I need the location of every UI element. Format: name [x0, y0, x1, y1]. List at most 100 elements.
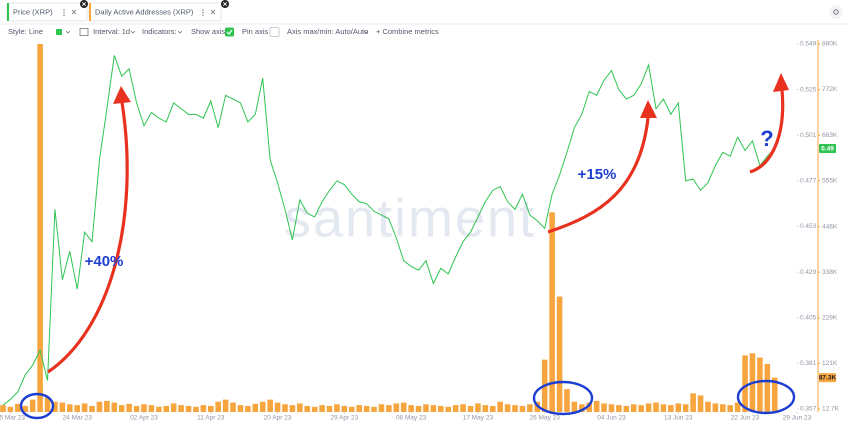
bar	[178, 405, 184, 412]
bar	[549, 212, 555, 412]
y-tick-label: 0.525	[800, 86, 817, 93]
bar	[527, 404, 533, 412]
toolbar-item[interactable]: Show axis	[191, 27, 225, 36]
bar	[289, 405, 296, 412]
bar	[497, 401, 503, 412]
bar	[734, 402, 741, 412]
bar	[445, 406, 452, 412]
y2-tick-label: 772K	[822, 86, 838, 93]
toolbar-item[interactable]: Indicators:	[142, 27, 177, 36]
checkbox[interactable]	[225, 27, 234, 37]
y-tick-label: 0.357	[800, 406, 817, 413]
bar	[185, 405, 192, 412]
bar	[22, 405, 29, 412]
bar	[452, 405, 459, 412]
y2-tick-label: 880K	[822, 41, 838, 48]
bar	[126, 403, 132, 412]
bar	[222, 399, 229, 412]
bar	[586, 402, 593, 412]
y-tick-label: 0.453	[800, 223, 817, 230]
bar	[415, 405, 422, 412]
bar	[341, 405, 348, 412]
x-tick-label: 26 May 23	[530, 415, 561, 422]
toolbar-item[interactable]: Interval: 1d	[93, 27, 130, 36]
bar	[267, 399, 273, 412]
annotation: +15%	[578, 166, 617, 183]
y-tick-label: 0.405	[800, 314, 817, 321]
bar	[653, 402, 659, 412]
bar	[141, 404, 147, 412]
bar	[311, 406, 318, 412]
toolbar-item[interactable]: + Combine metrics	[376, 27, 439, 36]
bar	[7, 406, 14, 412]
x-tick-label: 24 Mar 23	[63, 415, 93, 422]
bar	[742, 355, 748, 412]
bar	[371, 406, 377, 412]
x-tick-label: 04 Jun 23	[597, 415, 626, 422]
bar	[719, 404, 726, 412]
bar	[200, 405, 207, 412]
bar	[660, 404, 667, 412]
bar	[623, 405, 630, 412]
bar	[630, 404, 637, 412]
bar	[393, 403, 400, 412]
bar	[690, 393, 696, 412]
x-tick-label: 08 May 23	[396, 415, 427, 422]
bar	[467, 405, 474, 412]
y2-tick-label: 121K	[822, 360, 838, 367]
bar	[37, 44, 43, 412]
bar	[104, 400, 110, 412]
bar	[519, 405, 526, 412]
bar	[675, 403, 682, 412]
x-tick-label: 02 Apr 23	[130, 415, 158, 422]
tab-accent	[7, 3, 9, 21]
bar	[682, 404, 689, 412]
bar	[764, 363, 771, 412]
bar	[771, 377, 778, 412]
y2-tick-label: 446K	[822, 223, 838, 230]
bar	[712, 403, 719, 412]
bar	[282, 404, 288, 412]
bar	[215, 401, 221, 412]
bar	[386, 405, 392, 412]
last-value-label: 87.3K	[819, 375, 837, 382]
y-tick-label: 0.477	[800, 178, 817, 185]
bar	[593, 400, 600, 412]
bar	[81, 403, 88, 412]
bar	[438, 405, 444, 412]
bar	[616, 405, 622, 412]
bar	[304, 405, 311, 412]
y2-tick-label: 338K	[822, 269, 838, 276]
tab-label: Price (XRP)	[13, 7, 53, 16]
bar	[193, 406, 199, 412]
toolbar-item[interactable]: Style: Line	[8, 27, 43, 36]
color-swatch[interactable]	[56, 29, 62, 35]
checkbox[interactable]	[269, 27, 280, 37]
bar	[111, 402, 118, 412]
settings-button[interactable]	[829, 5, 843, 19]
bar	[400, 402, 407, 412]
bar	[475, 403, 481, 412]
bar	[89, 405, 95, 412]
bar	[705, 401, 711, 412]
bar	[96, 401, 103, 412]
bar	[645, 403, 652, 412]
bar	[423, 404, 429, 412]
last-value-badge	[819, 144, 836, 154]
toolbar-item[interactable]: Pin axis	[242, 27, 269, 36]
bar	[59, 402, 66, 412]
y2-tick-label: 663K	[822, 132, 838, 139]
x-tick-label: 29 Jun 23	[783, 415, 812, 422]
bar	[319, 405, 325, 412]
annotation: ?	[760, 126, 773, 151]
bar	[556, 296, 563, 412]
bar	[378, 404, 385, 412]
x-tick-label: 22 Jun 23	[731, 415, 760, 422]
bar	[297, 403, 303, 412]
y-tick-label: 0.429	[800, 269, 817, 276]
bar	[170, 403, 177, 412]
last-value-label: 0.49	[821, 146, 834, 153]
toolbar-item[interactable]: Axis max/min: Auto/Auto	[287, 27, 368, 36]
bar	[460, 404, 466, 412]
